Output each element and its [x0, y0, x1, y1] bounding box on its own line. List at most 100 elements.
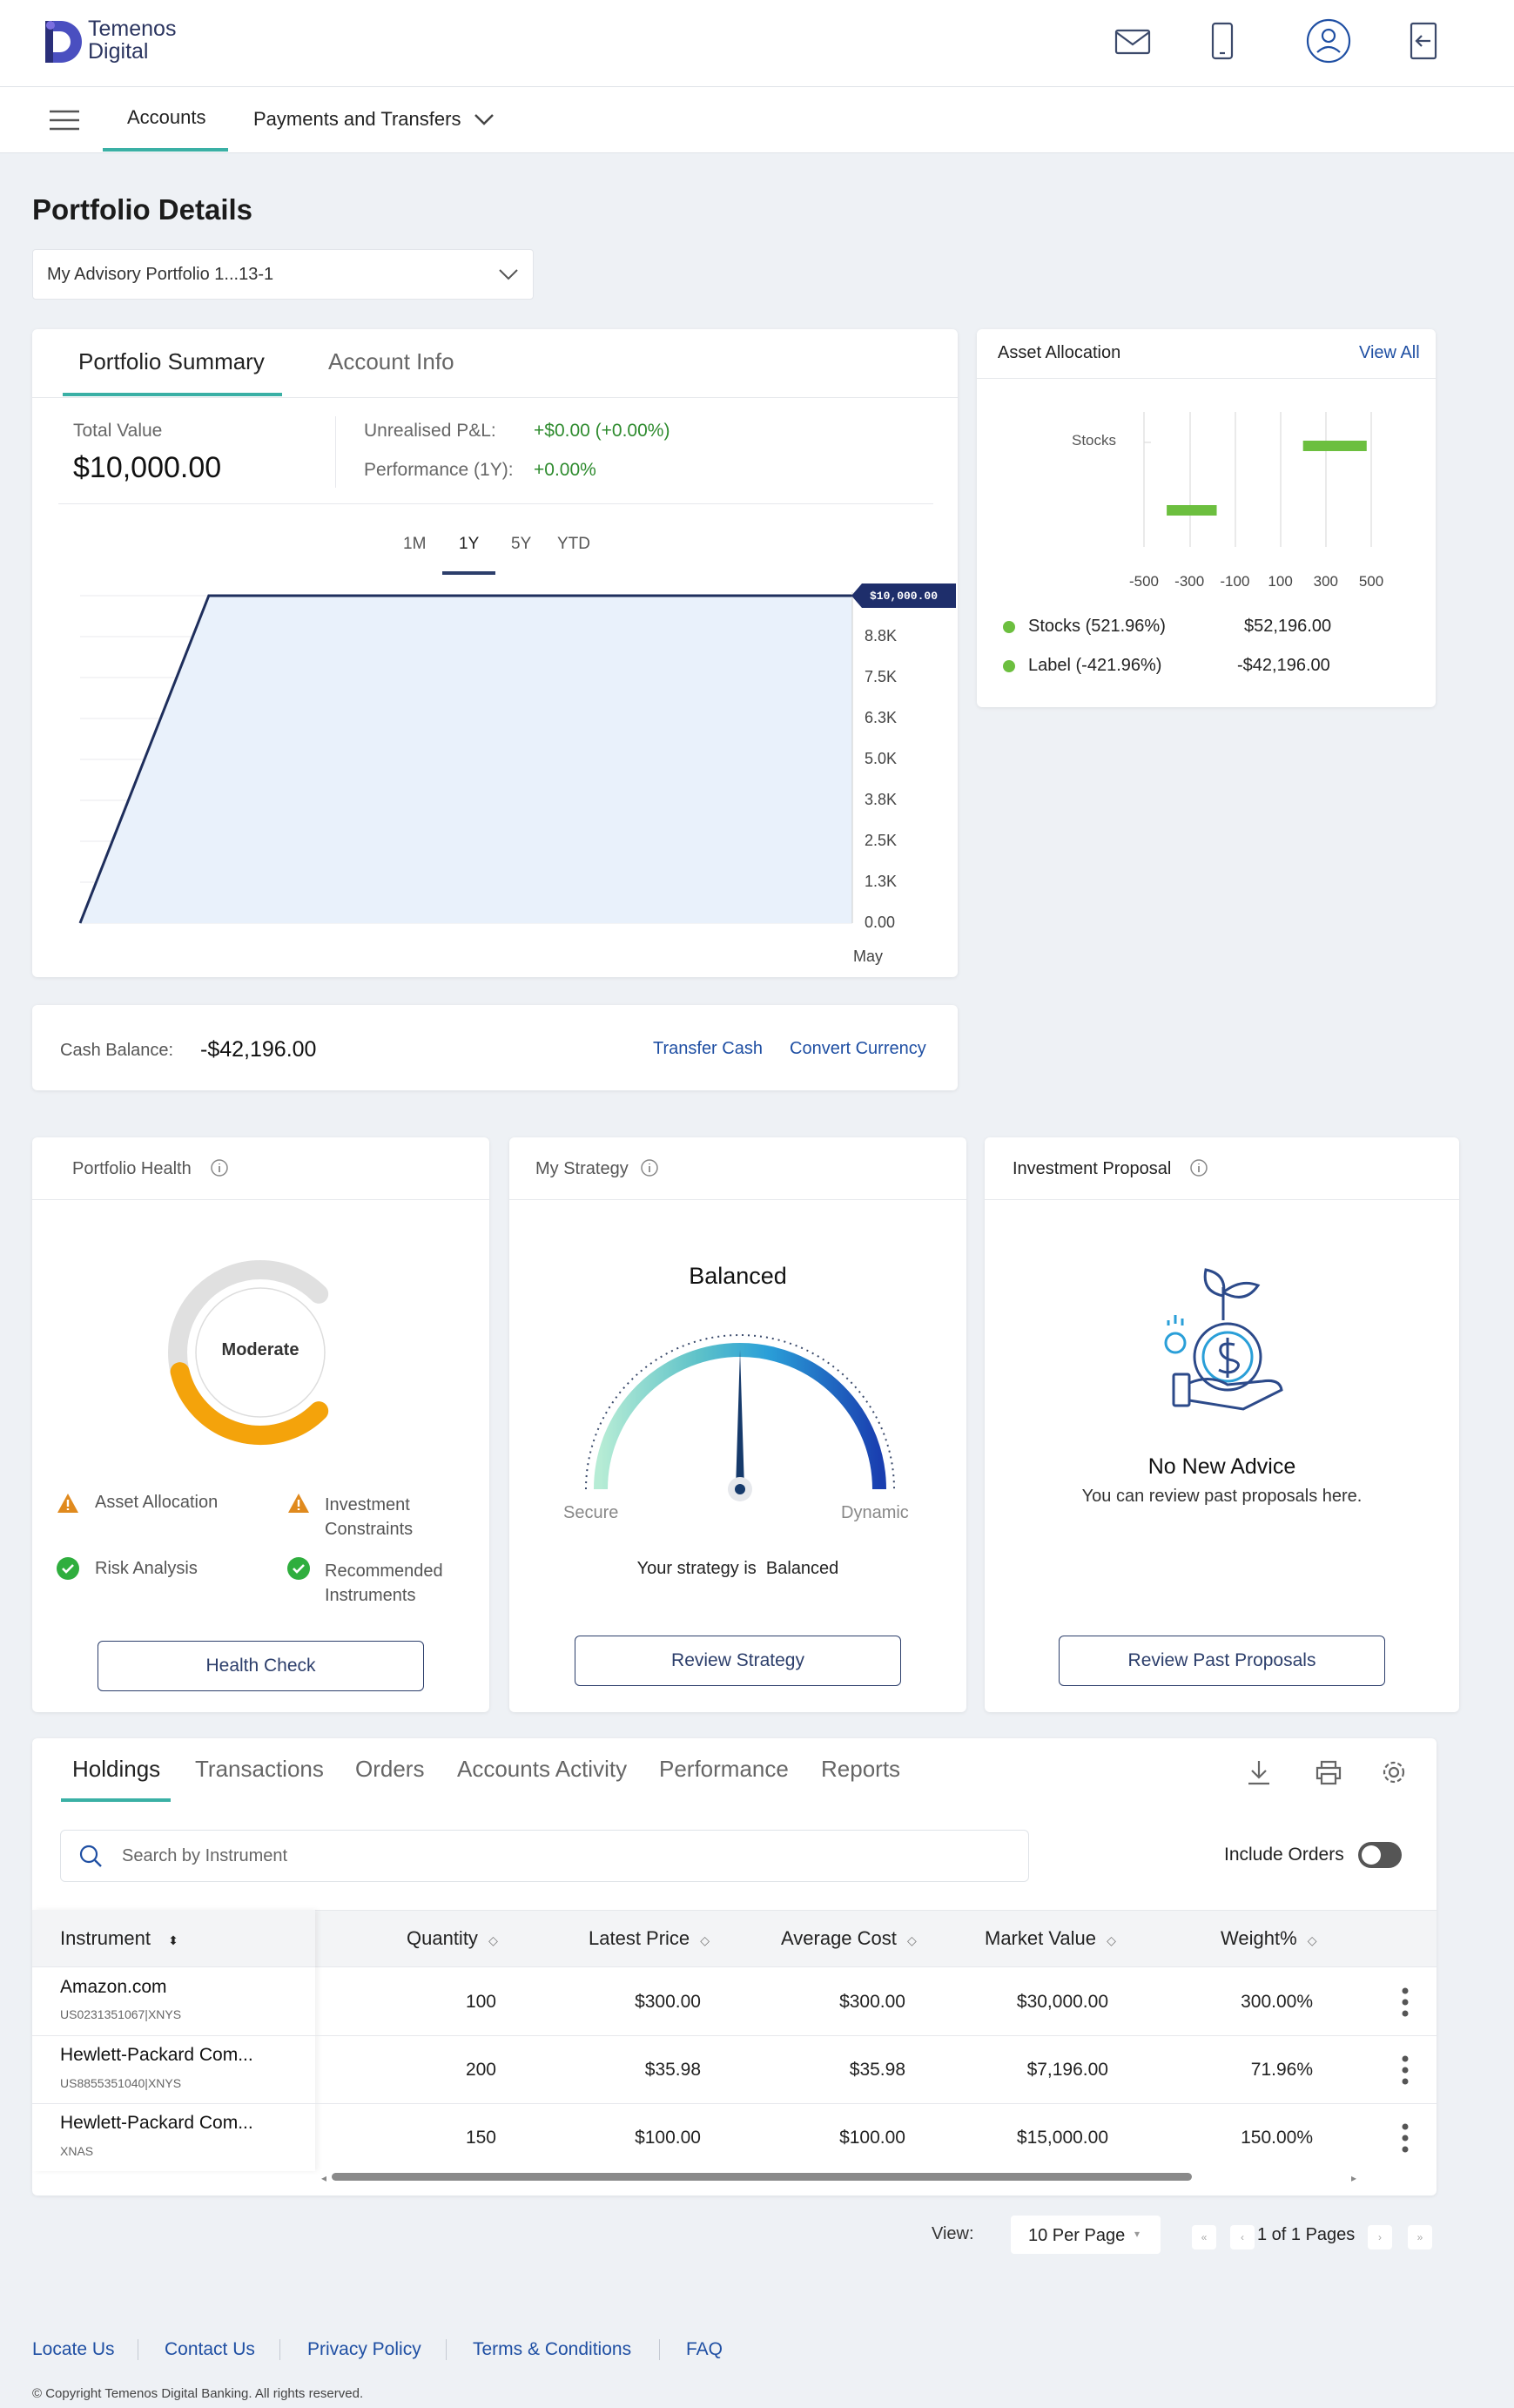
print-icon[interactable]: [1315, 1759, 1342, 1785]
range-1y[interactable]: 1Y: [459, 535, 480, 553]
health-gauge: [168, 1260, 329, 1445]
chevron-down-icon: [499, 269, 518, 280]
range-1m[interactable]: 1M: [403, 535, 427, 553]
review-past-proposals-button[interactable]: Review Past Proposals: [1059, 1636, 1385, 1686]
view-all-link[interactable]: View All: [1359, 343, 1420, 363]
tab-transactions[interactable]: Transactions: [195, 1756, 324, 1782]
row-1-qty: 100: [465, 1992, 496, 2012]
mobile-icon[interactable]: [1209, 21, 1235, 61]
chart-y-tick: 8.8K: [865, 627, 898, 644]
first-page-button[interactable]: «: [1192, 2225, 1216, 2249]
asset-allocation-title: Asset Allocation: [998, 343, 1121, 362]
no-advice-sub: You can review past proposals here.: [1081, 1487, 1363, 1506]
range-5y[interactable]: 5Y: [511, 535, 532, 553]
tab-portfolio-summary[interactable]: Portfolio Summary: [78, 348, 265, 374]
logout-icon[interactable]: [1408, 21, 1439, 61]
gear-icon[interactable]: [1380, 1758, 1408, 1786]
tab-performance[interactable]: Performance: [659, 1756, 789, 1782]
footer-locate-us[interactable]: Locate Us: [32, 2339, 115, 2359]
col-latest-price[interactable]: Latest Price ◇: [589, 1927, 710, 1950]
info-icon[interactable]: [210, 1158, 229, 1177]
tab-account-info[interactable]: Account Info: [328, 348, 454, 374]
chart-y-tick: 7.5K: [865, 668, 898, 685]
tab-holdings[interactable]: Holdings: [72, 1756, 161, 1782]
row-3-more-icon[interactable]: [1396, 2122, 1414, 2154]
mail-icon[interactable]: [1114, 26, 1152, 57]
col-weight[interactable]: Weight% ◇: [1221, 1927, 1317, 1950]
legend-dot: [1003, 621, 1015, 633]
my-strategy-title: My Strategy: [535, 1159, 629, 1178]
row-3-mv: $15,000.00: [1016, 2128, 1108, 2148]
col-latest-price-label: Latest Price: [589, 1927, 690, 1949]
tab-accounts-activity[interactable]: Accounts Activity: [457, 1756, 628, 1782]
health-check-button[interactable]: Health Check: [98, 1641, 424, 1691]
row-1-name[interactable]: Amazon.com: [60, 1977, 167, 1997]
footer-privacy-policy[interactable]: Privacy Policy: [307, 2339, 421, 2359]
scroll-right-icon[interactable]: ▸: [1351, 2172, 1357, 2184]
row-2-more-icon[interactable]: [1396, 2054, 1414, 2086]
divider: [977, 378, 1436, 379]
legend-stocks: Stocks (521.96%): [1028, 617, 1166, 637]
per-page-select[interactable]: 10 Per Page ▾: [1011, 2216, 1161, 2254]
chart-y-tick: 0.00: [865, 914, 896, 931]
review-strategy-button[interactable]: Review Strategy: [575, 1636, 901, 1686]
nav-payments[interactable]: Payments and Transfers: [253, 108, 461, 130]
horizontal-scrollbar[interactable]: [332, 2173, 1192, 2181]
last-page-button[interactable]: »: [1408, 2225, 1432, 2249]
row-2-name[interactable]: Hewlett-Packard Com...: [60, 2045, 253, 2065]
tab-reports[interactable]: Reports: [821, 1756, 901, 1782]
legend-label-label: Label: [1028, 656, 1071, 675]
nav-accounts[interactable]: Accounts: [127, 106, 206, 128]
col-quantity[interactable]: Quantity ◇: [407, 1927, 498, 1950]
logo[interactable]: [44, 19, 84, 69]
per-page-value: 10 Per Page: [1028, 2226, 1126, 2245]
download-icon[interactable]: [1246, 1758, 1272, 1786]
sort-icon: ◇: [700, 1933, 710, 1947]
chevron-down-icon[interactable]: [473, 111, 495, 127]
strategy-gauge: [585, 1334, 895, 1501]
transfer-cash-link[interactable]: Transfer Cash: [653, 1039, 763, 1058]
chart-series-line: [78, 594, 852, 924]
info-icon[interactable]: [640, 1158, 659, 1177]
nav-accounts-underline: [103, 148, 228, 152]
portfolio-health-card: [32, 1137, 489, 1712]
search-input[interactable]: Search by Instrument: [60, 1830, 1029, 1882]
check-icon: [57, 1557, 79, 1580]
row-divider: [32, 2103, 1437, 2104]
profile-icon[interactable]: [1305, 17, 1352, 64]
health-item-risk-analysis: Risk Analysis: [95, 1559, 198, 1578]
health-item-asset-allocation: Asset Allocation: [95, 1493, 219, 1512]
warning-icon: [57, 1494, 78, 1513]
col-market-value[interactable]: Market Value ◇: [985, 1927, 1116, 1950]
legend-label: Label (-421.96%): [1028, 656, 1161, 676]
legend-stocks-value: $52,196.00: [1244, 617, 1332, 636]
row-1-code: US0231351067|XNYS: [60, 2007, 182, 2021]
scroll-left-icon[interactable]: ◂: [321, 2172, 327, 2184]
strategy-right-label: Dynamic: [841, 1503, 909, 1522]
col-instrument[interactable]: Instrument ⬍: [60, 1927, 178, 1950]
col-average-cost[interactable]: Average Cost ◇: [781, 1927, 917, 1950]
row-3-name[interactable]: Hewlett-Packard Com...: [60, 2113, 253, 2133]
footer-contact-us[interactable]: Contact Us: [165, 2339, 255, 2359]
tab-orders[interactable]: Orders: [355, 1756, 425, 1782]
range-ytd[interactable]: YTD: [557, 535, 590, 553]
convert-currency-link[interactable]: Convert Currency: [790, 1039, 926, 1058]
footer-terms[interactable]: Terms & Conditions: [473, 2339, 632, 2359]
portfolio-select[interactable]: My Advisory Portfolio 1...13-1: [32, 249, 534, 300]
brand-line1: Temenos: [88, 17, 177, 41]
include-orders-toggle[interactable]: [1358, 1842, 1402, 1868]
footer-faq[interactable]: FAQ: [686, 2339, 723, 2359]
pnl-label: Unrealised P&L:: [364, 421, 496, 441]
menu-icon[interactable]: [48, 109, 81, 132]
info-icon[interactable]: [1189, 1158, 1208, 1177]
divider: [985, 1199, 1459, 1200]
allocation-x-tick: 300: [1313, 573, 1338, 590]
row-1-latest: $300.00: [635, 1992, 701, 2012]
health-item-investment-constraints: Investment Constraints: [325, 1495, 414, 1539]
legend-stocks-label: Stocks: [1028, 617, 1081, 636]
prev-page-button[interactable]: ‹: [1230, 2225, 1255, 2249]
row-1-more-icon[interactable]: [1396, 1986, 1414, 2018]
chart-y-tick: 6.3K: [865, 709, 898, 726]
row-divider: [32, 2035, 1437, 2036]
next-page-button[interactable]: ›: [1368, 2225, 1392, 2249]
